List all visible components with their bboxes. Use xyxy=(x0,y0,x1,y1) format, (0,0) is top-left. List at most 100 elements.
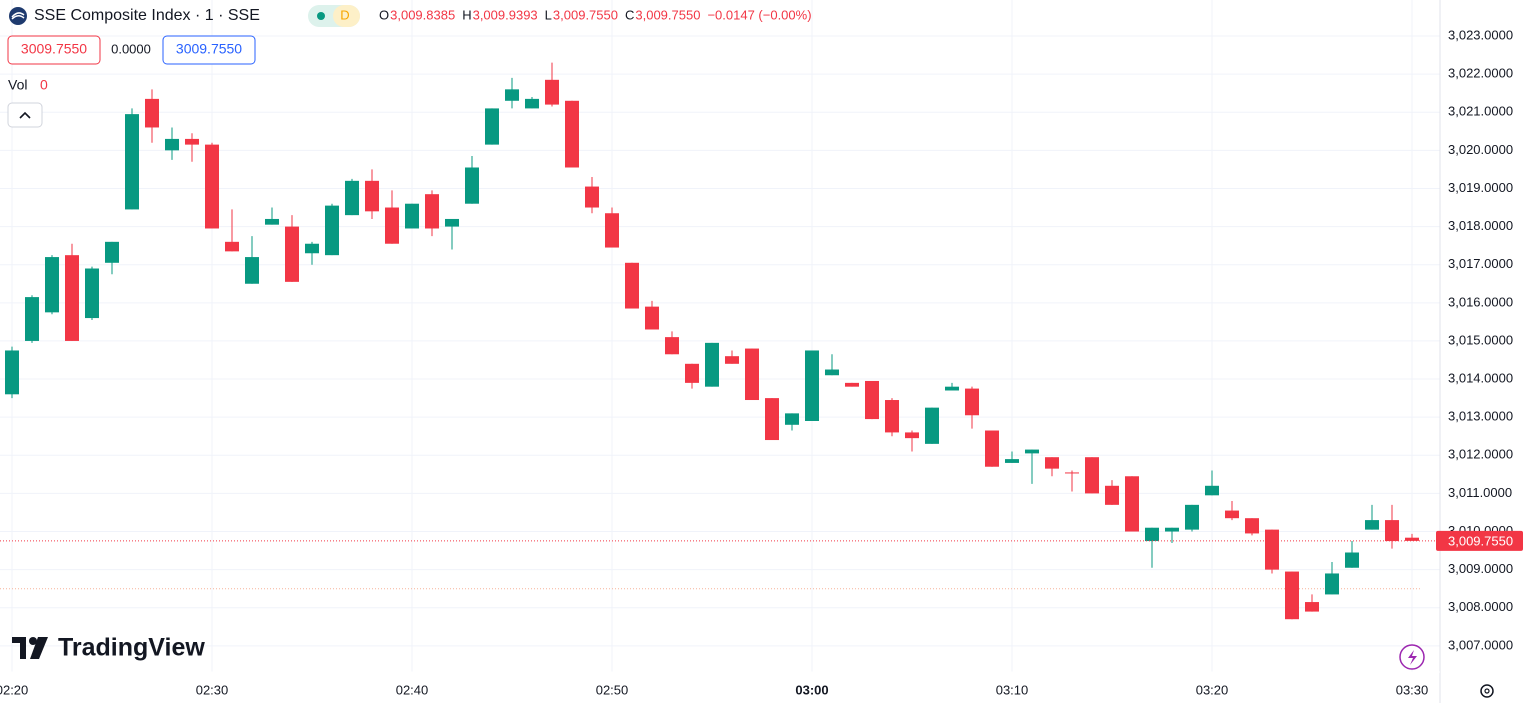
candle-body xyxy=(145,98,159,128)
candle-body xyxy=(805,350,819,421)
y-tick-label: 3,022.0000 xyxy=(1448,66,1513,81)
candle-body xyxy=(1245,518,1259,534)
candle-body xyxy=(825,369,839,376)
candle-body xyxy=(605,213,619,248)
volume-label: Vol xyxy=(8,77,27,93)
candle-body xyxy=(625,262,639,309)
candle-body xyxy=(1025,449,1039,454)
y-tick-label: 3,009.0000 xyxy=(1448,561,1513,576)
candle-body xyxy=(205,144,219,229)
ohlc-value: 3,009.8385 xyxy=(390,7,455,22)
candle-body xyxy=(1045,457,1059,469)
candle-body xyxy=(1085,457,1099,494)
brand-logo-part xyxy=(29,637,37,645)
x-tick-label: 03:10 xyxy=(996,682,1029,697)
ohlc-value: 3,009.9393 xyxy=(473,7,538,22)
settings-button[interactable] xyxy=(1480,684,1494,698)
buy-button[interactable] xyxy=(162,35,256,65)
candle-body xyxy=(1225,510,1239,519)
grid xyxy=(0,0,1440,672)
y-tick-label: 3,018.0000 xyxy=(1448,218,1513,233)
candle-body xyxy=(845,382,859,387)
candle-body xyxy=(1365,520,1379,530)
candle-body xyxy=(1065,472,1079,474)
candle-body xyxy=(985,430,999,467)
x-tick-label: 03:20 xyxy=(1196,682,1229,697)
candle-body xyxy=(185,138,199,145)
header: SSE Composite Index · 1 · SSE D O 3,009.8… xyxy=(7,5,812,128)
candle-body xyxy=(685,363,699,383)
brand-logo-part xyxy=(12,637,26,659)
candle-body xyxy=(245,257,259,284)
candle-body xyxy=(65,255,79,341)
y-tick-label: 3,014.0000 xyxy=(1448,370,1513,385)
ohlc-value: 3,009.7550 xyxy=(553,7,618,22)
sell-price: 3009.7550 xyxy=(21,41,87,57)
candle-body xyxy=(385,207,399,244)
candle-body xyxy=(905,432,919,439)
chart-title: SSE Composite Index · 1 · SSE xyxy=(34,7,260,24)
collapse-button[interactable] xyxy=(7,102,43,128)
y-tick-label: 3,012.0000 xyxy=(1448,447,1513,462)
symbol-logo-mark xyxy=(11,12,25,20)
candle-body xyxy=(1005,459,1019,463)
candle-body xyxy=(1305,602,1319,612)
sell-button[interactable] xyxy=(7,35,101,65)
candle-body xyxy=(265,218,279,225)
y-tick-label: 3,011.0000 xyxy=(1448,485,1512,500)
x-tick-label: 02:40 xyxy=(396,682,429,697)
status-pill-right xyxy=(333,5,360,27)
spread: 0.0000 xyxy=(111,41,151,56)
candle-body xyxy=(1105,485,1119,505)
candle-body xyxy=(1325,573,1339,595)
ohlc-label: C xyxy=(625,7,634,22)
candle-body xyxy=(765,398,779,441)
x-tick-label: 02:50 xyxy=(596,682,629,697)
y-tick-label: 3,007.0000 xyxy=(1448,637,1513,652)
last-price-label: 3,009.7550 xyxy=(1448,533,1513,548)
ohlc-label: L xyxy=(545,7,552,22)
candle-body xyxy=(5,350,19,395)
candle-body xyxy=(585,186,599,208)
candle-body xyxy=(165,138,179,151)
x-tick-label: 02:20 xyxy=(0,682,28,697)
candle-body xyxy=(665,337,679,355)
candle-body xyxy=(325,205,339,256)
candle-body xyxy=(305,243,319,254)
candle-body xyxy=(405,203,419,229)
candle-body xyxy=(885,400,899,433)
candle-body xyxy=(745,348,759,401)
ohlc-header: O 3,009.8385 H 3,009.9393 L 3,009.7550 C 3,009.… xyxy=(379,7,812,22)
candle-body xyxy=(1385,520,1399,542)
candle-body xyxy=(45,257,59,313)
ohlc-label: H xyxy=(462,7,471,22)
candle-body xyxy=(705,342,719,387)
settings-icon xyxy=(1484,688,1490,694)
candle-body xyxy=(485,108,499,145)
change: −0.0147 (−0.00%) xyxy=(707,7,811,22)
candle-body xyxy=(545,79,559,105)
candle-body xyxy=(505,89,519,101)
chevron-up xyxy=(19,111,31,119)
candle-body xyxy=(1345,552,1359,568)
x-tick-label: 03:30 xyxy=(1396,682,1429,697)
y-tick-label: 3,008.0000 xyxy=(1448,599,1513,614)
candle-body xyxy=(25,297,39,341)
volume-value: 0 xyxy=(40,77,48,93)
y-tick-label: 3,021.0000 xyxy=(1448,104,1513,119)
y-tick-label: 3,023.0000 xyxy=(1448,27,1513,42)
candle-body xyxy=(345,180,359,216)
candle-body xyxy=(1145,527,1159,542)
candle-body xyxy=(725,356,739,364)
brand: TradingView xyxy=(12,634,205,662)
candle-body xyxy=(1165,527,1179,532)
candle-body xyxy=(645,306,659,330)
candle-body xyxy=(465,167,479,204)
candle-body xyxy=(565,100,579,168)
candle-body xyxy=(1285,571,1299,620)
plot xyxy=(0,62,1440,620)
brand-name: TradingView xyxy=(58,634,205,662)
